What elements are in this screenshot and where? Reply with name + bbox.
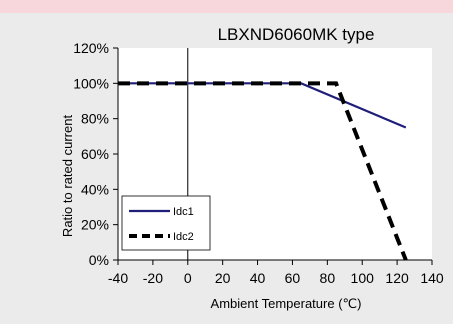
x-tick-label: 40 <box>250 270 266 286</box>
x-tick-label: -40 <box>108 270 128 286</box>
legend-label-idc1: Idc1 <box>173 206 194 218</box>
legend-label-idc2: Idc2 <box>173 231 194 243</box>
x-tick-label: 80 <box>320 270 336 286</box>
y-tick-label: 120% <box>73 40 109 56</box>
y-tick-label: 40% <box>81 181 109 197</box>
series-line-idc2 <box>118 81 408 261</box>
x-tick-label: -20 <box>143 270 163 286</box>
y-tick-label: 20% <box>81 217 109 233</box>
x-tick-label: 0 <box>184 270 192 286</box>
y-tick-label: 80% <box>81 111 109 127</box>
legend: Idc1 Idc2 <box>121 195 211 251</box>
chart-title: LBXND6060MK type <box>218 25 375 44</box>
x-tick-label: 140 <box>420 270 444 286</box>
y-tick-label: 60% <box>81 146 109 162</box>
y-axis-title: Ratio to rated current <box>60 115 75 238</box>
x-axis-title: Ambient Temperature (℃) <box>211 296 362 311</box>
top-band <box>0 0 453 13</box>
x-tick-label: 20 <box>215 270 231 286</box>
y-tick-label: 0% <box>89 252 109 268</box>
x-tick-label: 120 <box>385 270 409 286</box>
x-tick-label: 100 <box>351 270 375 286</box>
legend-box <box>121 195 211 251</box>
x-tick-label: 60 <box>285 270 301 286</box>
y-tick-label: 100% <box>73 75 109 91</box>
